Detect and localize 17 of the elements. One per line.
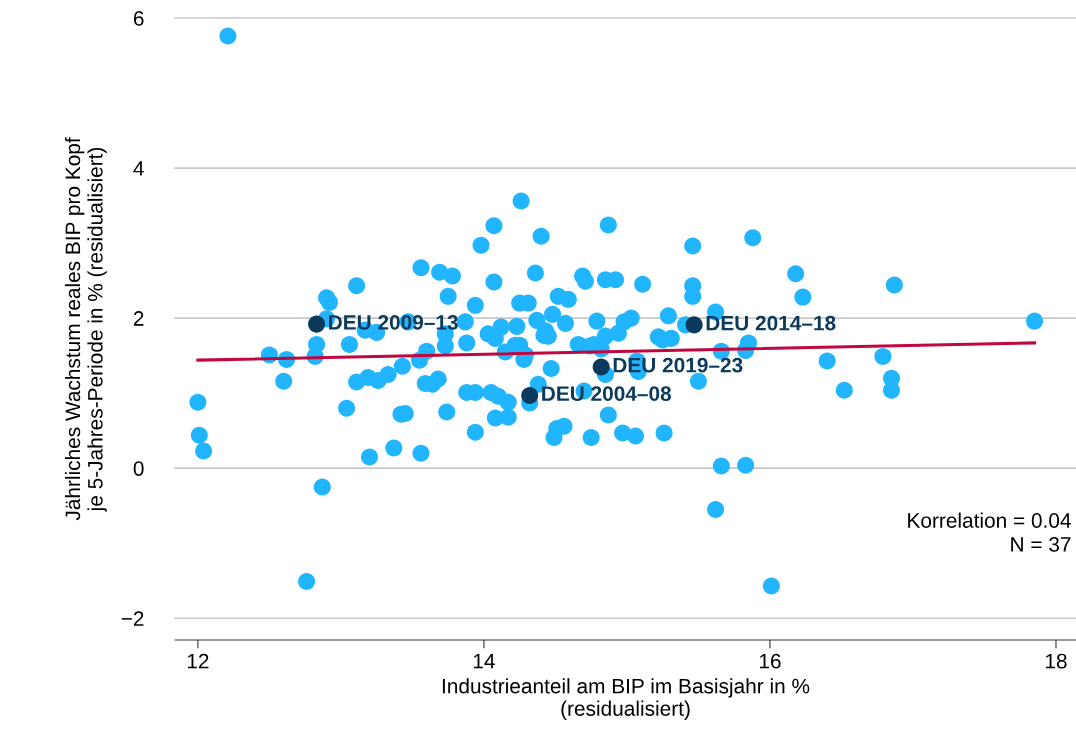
y-tick-label: 4 [133,161,144,176]
annotation: Korrelation = 0.04 N = 37 [908,512,1071,552]
x-tick-label: 18 [1045,653,1067,669]
y-tick-label: 0 [133,461,144,476]
annotation: DEU 2014–18 [706,315,836,331]
point [308,315,326,333]
x-tick-label: 12 [187,653,209,669]
point [685,316,703,334]
y-tick-label: −2 [121,611,144,626]
x-axis-title: Industrieanteil am BIP im Basisjahr in % (residualisiert) [442,678,810,721]
y-tick-label: 6 [133,11,144,26]
point [592,358,610,376]
x-tick-label: 14 [473,653,495,669]
y-axis-title: Jährliches Wachstum reales BIP pro Kopf je 5-Jahres-Periode in % (residualisiert) [64,137,107,521]
x-tick-label: 16 [759,653,781,669]
point [521,386,539,404]
y-tick-label: 2 [133,311,144,326]
